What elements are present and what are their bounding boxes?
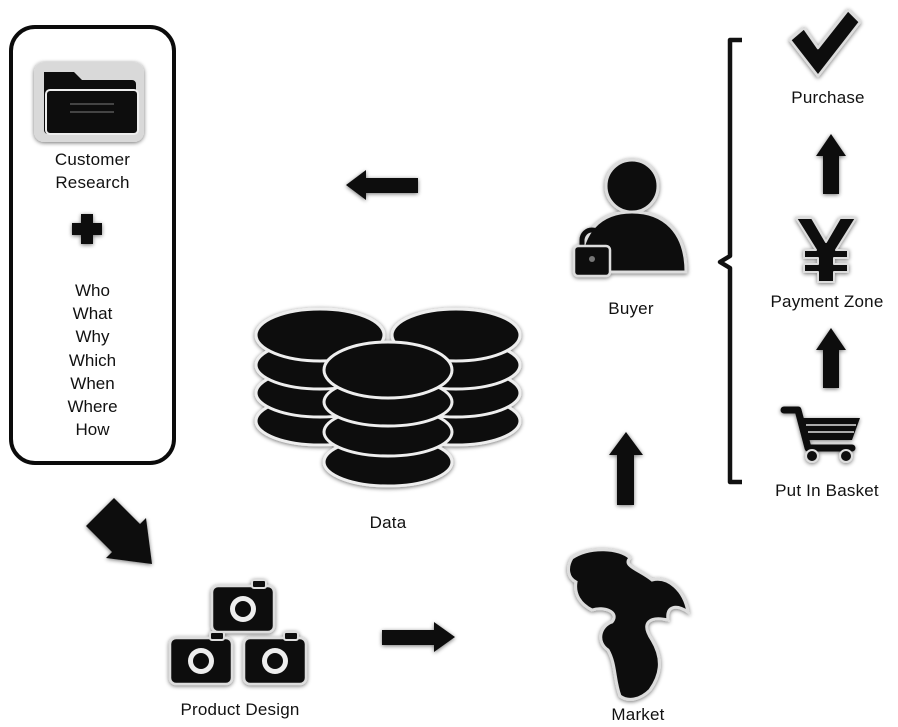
question-item: Which <box>68 350 117 370</box>
customer-research-box <box>9 25 176 465</box>
folder-icon <box>34 62 144 142</box>
question-item: Why <box>75 327 110 347</box>
database-stack-icon <box>254 307 522 488</box>
put-in-basket-label: Put In Basket <box>775 481 879 500</box>
checkmark-icon <box>788 8 862 78</box>
arrow-left <box>346 170 418 200</box>
plus-icon <box>72 214 102 244</box>
shopping-cart-icon <box>780 406 860 463</box>
user-lock-icon <box>572 158 688 278</box>
market-label: Market <box>611 705 665 724</box>
purchase-bracket <box>717 37 742 485</box>
question-item: Who <box>75 281 110 300</box>
buyer-label: Buyer <box>608 299 654 318</box>
globe-icon <box>567 548 691 701</box>
arrow-down-right <box>86 498 152 564</box>
payment-zone-label: Payment Zone <box>770 292 884 311</box>
question-list: Who What Why Which When Where How <box>9 279 176 441</box>
arrow-right <box>382 622 455 652</box>
data-label: Data <box>369 513 407 532</box>
customer-research-label-line2: Research <box>55 173 130 192</box>
question-item: Where <box>67 397 118 417</box>
question-item: What <box>72 304 113 324</box>
camera-stack-icon <box>168 579 308 686</box>
arrow-up-market <box>609 432 643 505</box>
customer-research-label: Customer Research <box>9 148 176 194</box>
question-item: When <box>70 373 115 393</box>
customer-research-label-line1: Customer <box>54 150 131 169</box>
product-design-label: Product Design <box>180 700 300 719</box>
arrow-up-payment <box>816 134 846 194</box>
purchase-label: Purchase <box>791 88 865 107</box>
yen-icon <box>795 217 857 283</box>
question-item: How <box>75 420 110 440</box>
arrow-up-basket <box>816 328 846 388</box>
